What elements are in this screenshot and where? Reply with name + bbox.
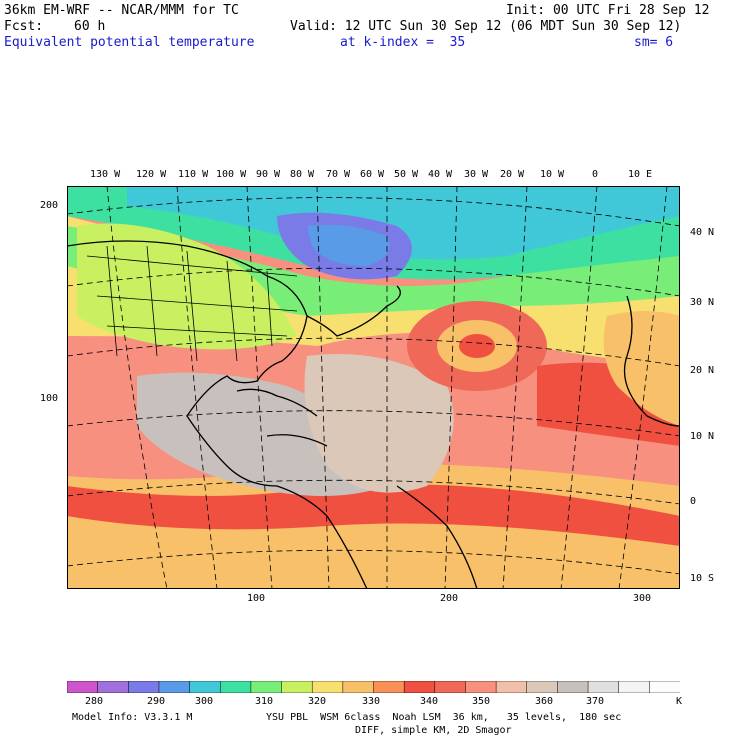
colorbar-swatch [649, 681, 680, 693]
colorbar-label: 360 [535, 696, 554, 707]
lat-label: 40 N [690, 227, 715, 238]
lat-label: 20 N [690, 365, 715, 376]
colorbar-swatch [97, 681, 129, 693]
colorbar-swatch [250, 681, 283, 693]
colorbar-label: 370 [586, 696, 605, 707]
gray-tropics-central [304, 354, 454, 493]
model-info: Model Info: V3.3.1 M [72, 712, 193, 723]
lon-label: 20 W [500, 169, 525, 180]
borders [86, 245, 298, 362]
lon-label: 0 [592, 169, 599, 180]
lon-label: 10 E [628, 169, 653, 180]
africa-land [603, 311, 680, 426]
colorbar-swatch [557, 681, 589, 693]
init-time: Init: 00 UTC Fri 28 Sep 12 [506, 3, 710, 18]
colorbar-label: 350 [472, 696, 491, 707]
colorbar-swatch [189, 681, 221, 693]
lon-label: 50 W [394, 169, 419, 180]
colorbar-swatch [465, 681, 497, 693]
cyan-north [127, 186, 680, 260]
colorbar-label: 310 [255, 696, 274, 707]
physics-info: YSU PBL WSM 6class Noah LSM 36 km, 35 le… [266, 712, 622, 723]
lon-label: 120 W [136, 169, 167, 180]
colorbar-label: 340 [420, 696, 439, 707]
storm-core [459, 334, 495, 358]
lon-label: 60 W [360, 169, 385, 180]
colorbar-swatch [67, 681, 99, 693]
colorbar-swatch [220, 681, 252, 693]
colorbar-swatch [403, 681, 436, 693]
valid-time: Valid: 12 UTC Sun 30 Sep 12 (06 MDT Sun … [290, 19, 682, 34]
colorbar-label: 290 [147, 696, 166, 707]
colorbar-swatch [373, 681, 405, 693]
colorbar-swatch [495, 681, 528, 693]
colorbar-unit: K [676, 696, 683, 707]
colorbar-swatch [587, 681, 620, 693]
colorbar-swatch [281, 681, 313, 693]
coastlines [67, 240, 680, 589]
colorbar [67, 681, 680, 693]
colorbar-label: 330 [362, 696, 381, 707]
colorbar-swatch [618, 681, 650, 693]
lon-label: 110 W [178, 169, 209, 180]
southern-red-band [67, 484, 680, 546]
lon-label: 130 W [90, 169, 121, 180]
lat-label: 0 [690, 496, 697, 507]
lon-label: 10 W [540, 169, 565, 180]
grid-x-label: 200 [440, 593, 459, 604]
lon-label: 70 W [326, 169, 351, 180]
us-yellow [77, 223, 297, 350]
smoothing: sm= 6 [634, 35, 674, 50]
lat-label: 10 S [690, 573, 715, 584]
field-name: Equivalent potential temperature [4, 35, 255, 50]
colorbar-swatch [128, 681, 160, 693]
colorbar-swatch [434, 681, 466, 693]
lat-label: 30 N [690, 297, 715, 308]
forecast-hour: 60 h [74, 19, 106, 34]
grid-y-label: 200 [40, 200, 59, 211]
theta-e-map [67, 186, 680, 589]
colorbar-swatch [158, 681, 191, 693]
colorbar-label: 300 [195, 696, 214, 707]
lon-label: 100 W [216, 169, 247, 180]
level-index: at k-index = 35 [340, 35, 466, 50]
grid-x-label: 300 [633, 593, 652, 604]
colorbar-swatch [342, 681, 375, 693]
gray-tropics-west [137, 372, 387, 496]
forecast-label: Fcst: [4, 19, 44, 34]
lon-label: 90 W [256, 169, 281, 180]
lon-label: 40 W [428, 169, 453, 180]
lon-label: 30 W [464, 169, 489, 180]
grid-x-label: 100 [247, 593, 266, 604]
colorbar-label: 320 [308, 696, 327, 707]
graticule [67, 186, 680, 589]
colorbar-label: 280 [85, 696, 104, 707]
colorbar-swatch [526, 681, 558, 693]
cold-core-inner [307, 224, 390, 266]
colorbar-swatch [311, 681, 344, 693]
diffusion-info: DIFF, simple KM, 2D Smagor [355, 725, 512, 736]
model-title: 36km EM-WRF -- NCAR/MMM for TC [4, 3, 239, 18]
lat-label: 10 N [690, 431, 715, 442]
lon-label: 80 W [290, 169, 315, 180]
grid-y-label: 100 [40, 393, 59, 404]
